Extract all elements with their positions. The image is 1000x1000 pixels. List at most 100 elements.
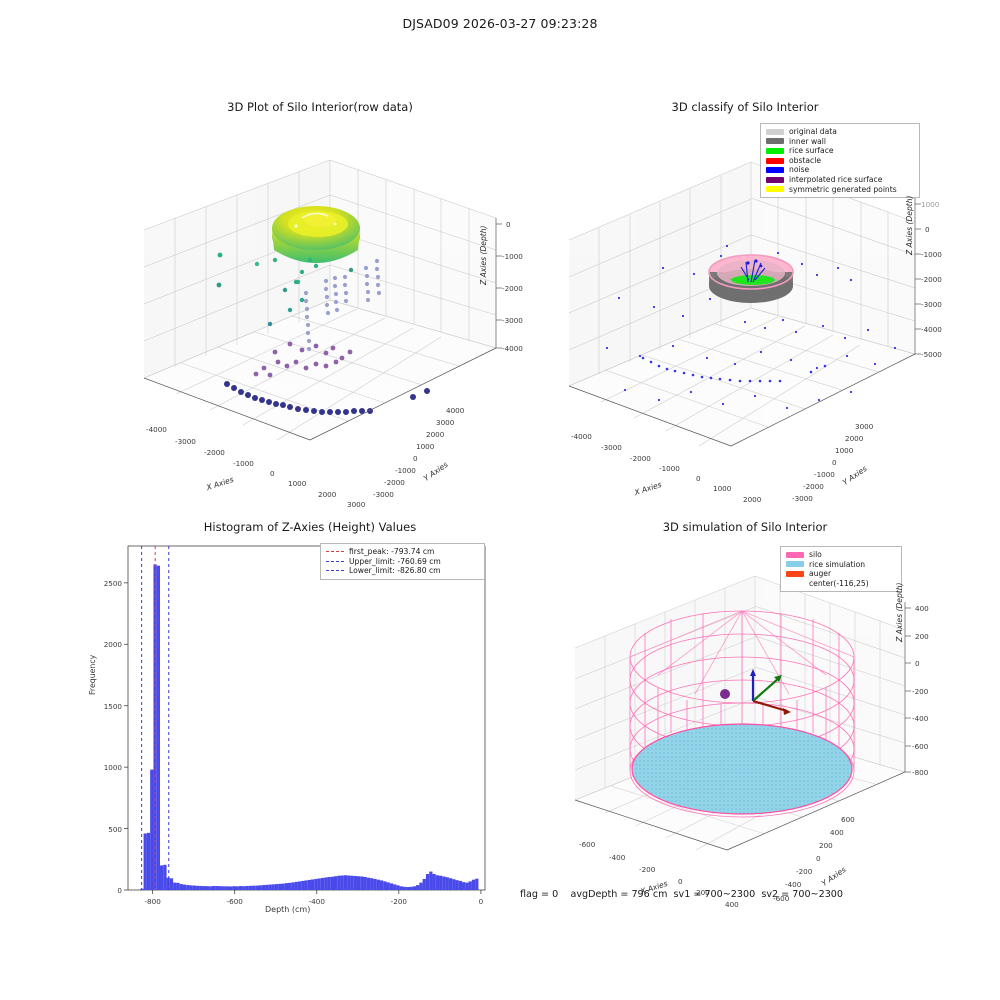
histogram-bar bbox=[163, 864, 167, 890]
histogram-bar bbox=[442, 876, 446, 890]
cls-ztick-2: -1000 bbox=[921, 250, 942, 259]
classify-silo-cylinder bbox=[708, 254, 794, 303]
histogram-bar bbox=[448, 878, 453, 890]
histogram-bar bbox=[311, 879, 315, 890]
histogram-bar bbox=[288, 882, 292, 890]
panel-simulation-3d-title: 3D simulation of Silo Interior bbox=[662, 520, 828, 534]
histogram-bar bbox=[219, 886, 223, 890]
legend-item[interactable]: obstacle bbox=[766, 156, 914, 166]
histogram-bar bbox=[166, 877, 170, 890]
raw-ztick-0: 0 bbox=[506, 220, 511, 229]
legend-item[interactable]: rice surface bbox=[766, 146, 914, 156]
legend-label: first_peak: -793.74 cm bbox=[349, 547, 435, 556]
legend-swatch bbox=[766, 176, 784, 183]
histogram-bar bbox=[409, 886, 413, 890]
sim-ytick-3: 0 bbox=[816, 854, 821, 863]
cls-xtick-3: -1000 bbox=[659, 464, 680, 473]
histogram-bar bbox=[412, 886, 417, 890]
legend-label: inner wall bbox=[789, 136, 827, 146]
legend-swatch bbox=[786, 551, 804, 558]
raw-ytick-2: -1000 bbox=[395, 466, 416, 475]
histogram-bar bbox=[406, 887, 410, 890]
cls-ztick-1: 0 bbox=[925, 225, 930, 234]
legend-item[interactable]: first_peak: -793.74 cm bbox=[326, 547, 479, 557]
histogram-x-axis-label: Depth (cm) bbox=[265, 905, 311, 914]
histogram-bar bbox=[209, 886, 213, 890]
sim-ytick-6: 600 bbox=[841, 815, 855, 824]
legend-swatch bbox=[326, 560, 344, 562]
legend-item[interactable]: auger bbox=[786, 569, 896, 579]
legend-label: rice simulation bbox=[809, 559, 866, 569]
histogram-legend[interactable]: first_peak: -793.74 cm Upper_limit: -760.… bbox=[320, 543, 485, 580]
legend-item[interactable]: original data bbox=[766, 127, 914, 137]
legend-swatch bbox=[326, 570, 344, 572]
sim-xtick-0: -600 bbox=[579, 840, 596, 849]
histogram-bar bbox=[314, 878, 318, 890]
panel-raw-3d-plot[interactable]: 3D Plot of Silo Interior(row data) bbox=[130, 100, 523, 509]
histogram-bar bbox=[350, 875, 354, 890]
histogram-bar bbox=[271, 884, 275, 890]
histogram-x-tick: -600 bbox=[226, 897, 243, 906]
cls-x-axis-label: X Axies bbox=[633, 479, 663, 498]
histogram-bar bbox=[189, 885, 193, 890]
simulation-legend[interactable]: silo rice simulation auger center(-116,25) bbox=[780, 546, 902, 593]
legend-item[interactable]: Upper_limit: -760.69 cm bbox=[326, 557, 479, 567]
histogram-bar bbox=[337, 875, 341, 890]
cls-ytick-4: 1000 bbox=[835, 446, 854, 455]
panel-classify-3d-plot[interactable]: 3D classify of Silo Interior bbox=[555, 100, 942, 504]
histogram-bar bbox=[366, 877, 371, 890]
legend-item[interactable]: symmetric generated points bbox=[766, 185, 914, 195]
histogram-bar bbox=[462, 882, 466, 890]
sim-ytick-1: -400 bbox=[785, 880, 802, 889]
sim-ytick-4: 200 bbox=[819, 841, 833, 850]
cls-ytick-2: -1000 bbox=[814, 470, 835, 479]
cls-ytick-5: 2000 bbox=[845, 434, 864, 443]
histogram-bar bbox=[347, 875, 351, 890]
sim-z-axis-label: Z Axies (Depth) bbox=[895, 582, 904, 642]
histogram-bar bbox=[297, 881, 302, 890]
figure-title: DJSAD09 2026-03-27 09:23:28 bbox=[402, 16, 598, 31]
legend-item[interactable]: silo bbox=[786, 550, 896, 560]
histogram-bar bbox=[389, 883, 394, 890]
raw-xtick-2: -2000 bbox=[204, 448, 225, 457]
histogram-bar bbox=[291, 882, 295, 890]
histogram-bar bbox=[192, 885, 197, 890]
histogram-y-tick: 2500 bbox=[103, 578, 122, 588]
classify-3d-canvas bbox=[568, 161, 921, 447]
cls-ztick-6: -5000 bbox=[921, 350, 942, 359]
raw-ytick-4: 1000 bbox=[416, 442, 435, 451]
histogram-bar bbox=[232, 886, 236, 890]
panel-simulation-3d[interactable]: 3D simulation of Silo Interior bbox=[555, 520, 935, 909]
sim-xtick-2: -200 bbox=[639, 865, 656, 874]
raw-ytick-7: 4000 bbox=[446, 406, 465, 415]
legend-item[interactable]: noise bbox=[766, 165, 914, 175]
histogram-bar bbox=[402, 886, 407, 890]
histogram-bar bbox=[330, 876, 334, 890]
legend-item[interactable]: inner wall bbox=[766, 137, 914, 147]
histogram-bar bbox=[340, 875, 344, 890]
raw-xtick-0: -4000 bbox=[146, 425, 167, 434]
legend-swatch bbox=[766, 167, 784, 174]
histogram-bar bbox=[176, 882, 180, 890]
raw-ztick-1: -1000 bbox=[502, 252, 523, 261]
histogram-x-tick: -200 bbox=[390, 897, 407, 906]
histogram-bar bbox=[343, 875, 348, 890]
legend-label: symmetric generated points bbox=[789, 184, 897, 194]
legend-label: silo bbox=[809, 550, 822, 559]
legend-swatch bbox=[786, 570, 804, 577]
classify-legend[interactable]: original data inner wall rice surface obsta… bbox=[760, 123, 920, 199]
raw-xtick-5: 1000 bbox=[288, 479, 307, 488]
histogram-bar bbox=[199, 885, 203, 890]
legend-item[interactable]: rice simulation bbox=[786, 560, 896, 570]
legend-item[interactable]: interpolated rice surface bbox=[766, 175, 914, 185]
legend-item[interactable]: Lower_limit: -826.80 cm bbox=[326, 566, 479, 576]
histogram-bar bbox=[307, 879, 312, 890]
raw-ztick-3: -3000 bbox=[502, 316, 523, 325]
histogram-bar bbox=[173, 882, 177, 890]
histogram-bar bbox=[320, 877, 325, 890]
histogram-bar bbox=[429, 871, 433, 890]
histogram-bar bbox=[202, 886, 206, 890]
panel-histogram[interactable]: Histogram of Z-Axies (Height) Values 0 50… bbox=[80, 520, 500, 920]
legend-item[interactable]: center(-116,25) bbox=[786, 579, 896, 589]
sim-ztick-6: -800 bbox=[912, 768, 929, 777]
